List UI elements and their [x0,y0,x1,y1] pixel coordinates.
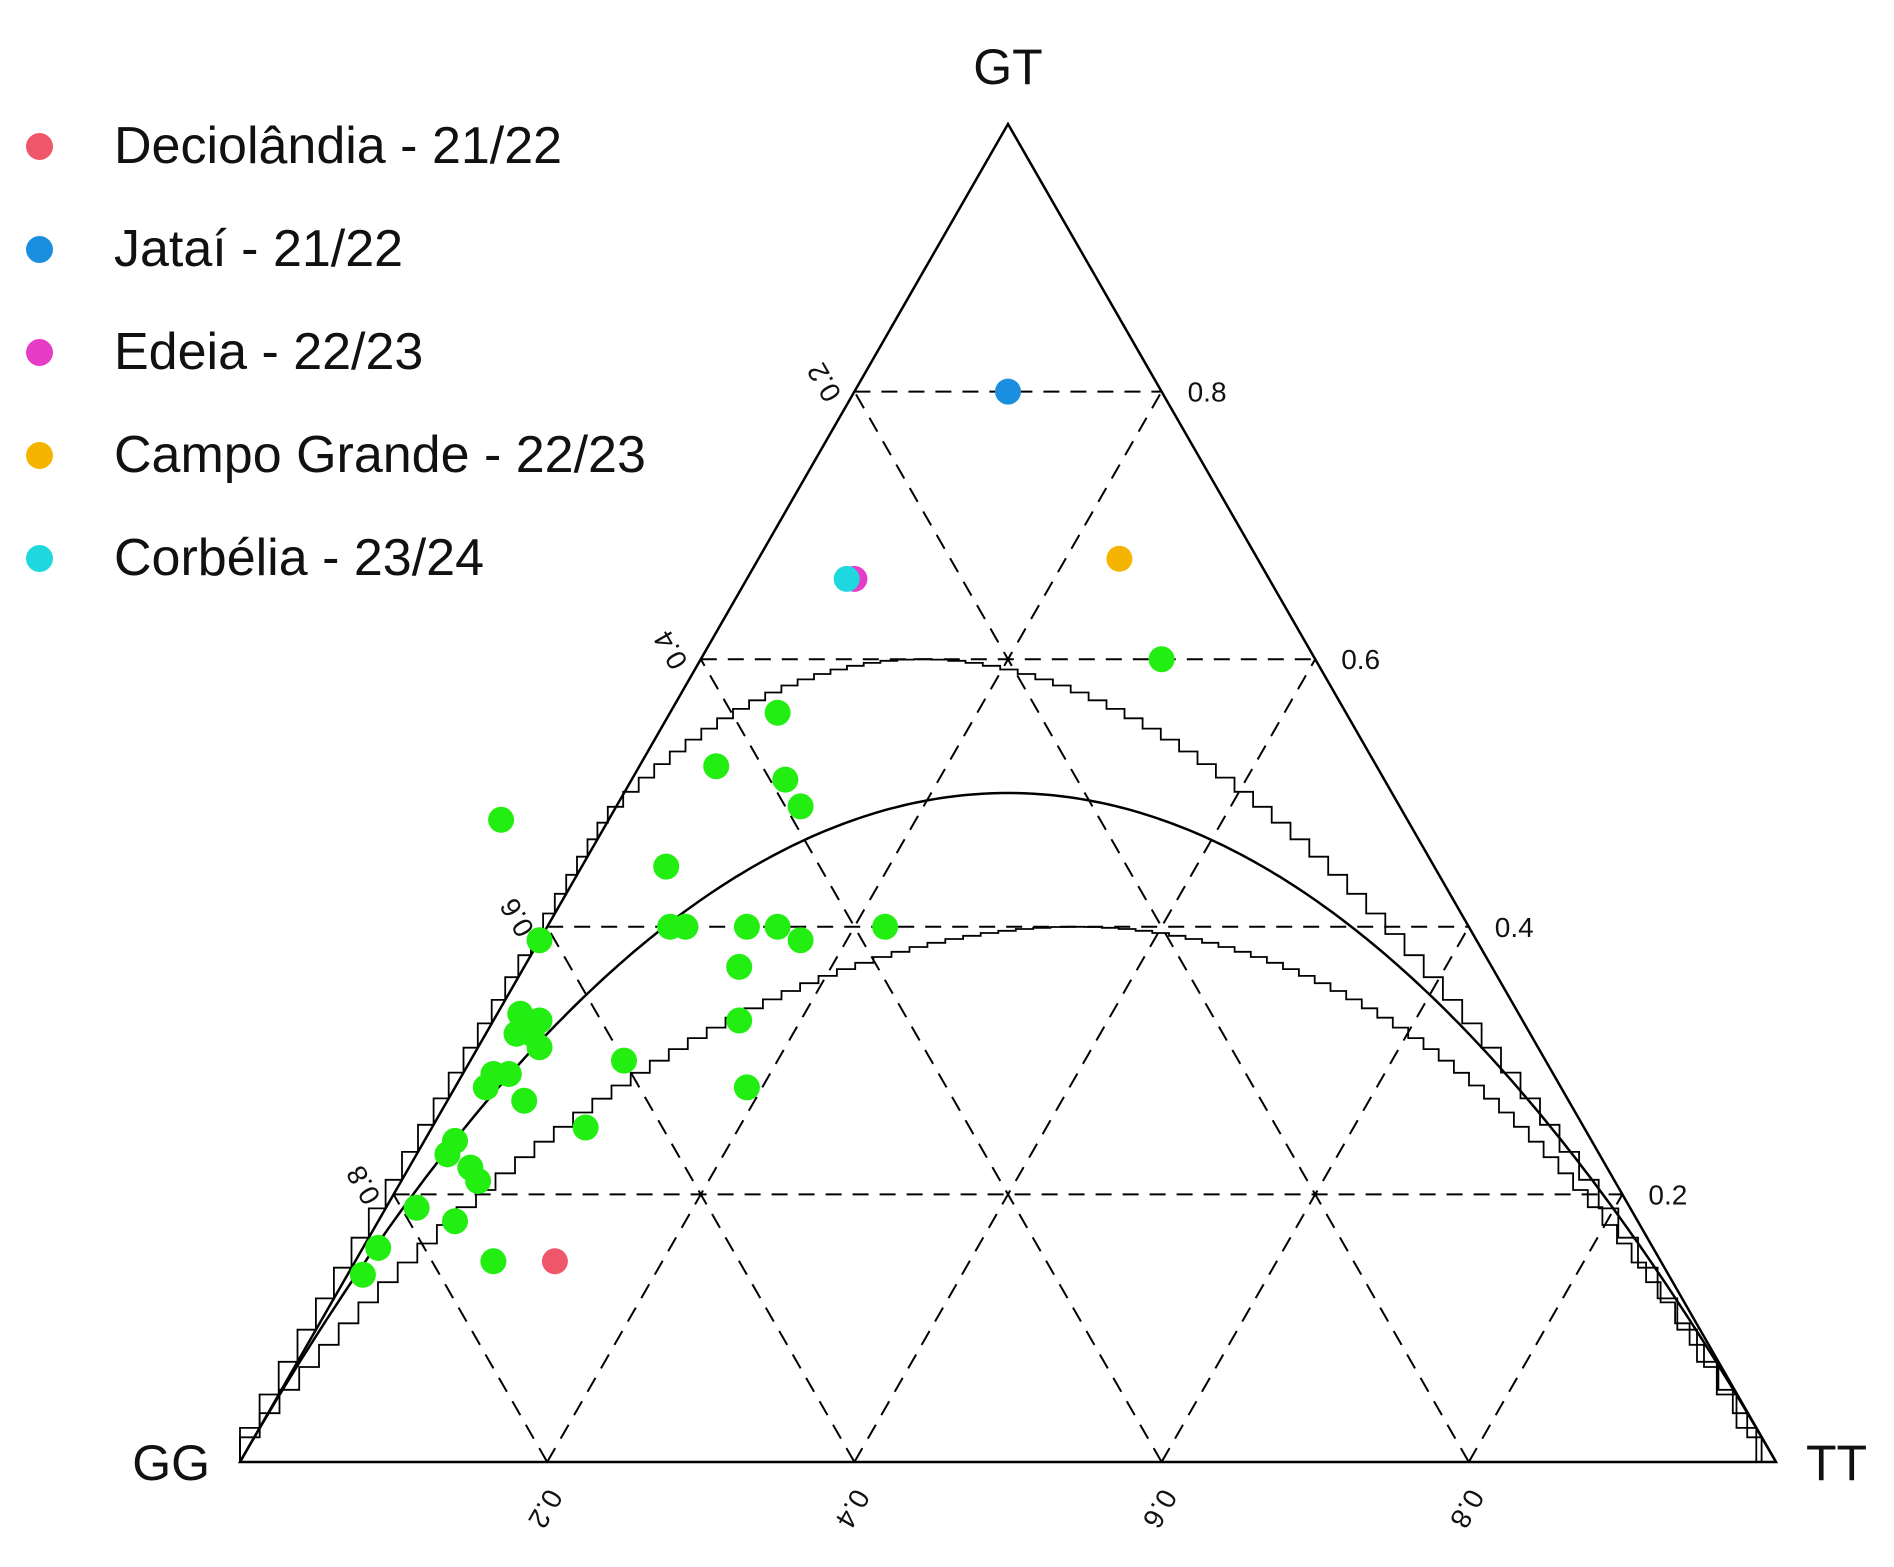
tick-label-gg: 0.2 [801,358,847,407]
data-point-unlabeled [472,1074,499,1101]
tick-label-gt: 0.4 [1495,912,1534,943]
tick-label-tt: 0.4 [829,1484,875,1533]
tick-label-tt: 0.2 [522,1484,568,1533]
tick-label-gt: 0.2 [1648,1179,1687,1210]
data-point-unlabeled [465,1168,492,1194]
grid-lines [392,390,1624,1463]
tick-label-tt: 0.6 [1137,1484,1183,1533]
grid-line-gg [853,391,1470,1463]
data-point-unlabeled [526,927,553,954]
data-point-corbélia [833,565,860,592]
data-point-unlabeled [703,753,730,780]
vertex-label-gg: GG [132,1435,210,1491]
legend-marker [26,545,53,572]
data-point-unlabeled [434,1141,461,1168]
vertex-label-tt: TT [1806,1435,1867,1491]
legend-marker [26,133,53,160]
grid-line-gg [392,1193,549,1463]
data-point-unlabeled [480,1248,507,1275]
data-point-jataí [995,378,1021,405]
tick-label-gg: 0.4 [647,625,693,674]
grid-line-gg [699,658,1163,1463]
legend-marker [26,236,53,263]
data-point-unlabeled [653,853,680,880]
data-point-unlabeled [442,1208,468,1235]
grid-line-tt [546,391,1163,1463]
hwe-curve [238,791,1778,1463]
data-point-unlabeled [1148,646,1175,673]
data-point-campo [1106,545,1133,572]
tick-label-tt: 0.8 [1444,1484,1490,1533]
data-point-unlabeled [349,1261,376,1288]
data-point-unlabeled [764,913,791,940]
legend-label: Campo Grande - 22/23 [114,426,646,484]
legend-label: Deciolândia - 21/22 [114,117,563,175]
data-point-unlabeled [764,699,791,726]
data-point-unlabeled [488,806,515,833]
vertex-labels: GT GG TT [132,39,1867,1491]
acceptance-region [239,658,1776,1463]
data-point-unlabeled [511,1087,538,1114]
legend-marker [26,442,53,469]
data-point-unlabeled [787,927,814,954]
data-point-unlabeled [787,793,814,820]
data-point-unlabeled [733,1074,760,1101]
data-point-unlabeled [495,1061,522,1087]
legend-label: Jataí - 21/22 [114,220,404,278]
data-point-unlabeled [772,766,799,793]
vertex-label-gt: GT [973,39,1042,95]
data-point-unlabeled [733,913,760,940]
data-point-unlabeled [726,1007,753,1034]
data-point-unlabeled [726,953,753,980]
legend-marker [26,339,53,366]
tick-label-gt: 0.8 [1188,377,1227,408]
data-points [349,378,1175,1288]
tick-label-gg: 0.8 [340,1161,386,1210]
data-point-unlabeled [503,1020,530,1047]
upper-acceptance-limit [239,658,1776,1463]
tick-label-gt: 0.6 [1341,644,1380,675]
grid-line-tt [853,658,1317,1463]
legend-label: Edeia - 22/23 [114,323,424,381]
data-point-deciolândia [541,1248,568,1275]
data-point-unlabeled [657,913,684,940]
data-point-unlabeled [526,1034,553,1061]
data-point-unlabeled [611,1047,637,1074]
data-point-unlabeled [365,1234,392,1261]
data-point-unlabeled [403,1194,430,1221]
hwe-parabola [238,791,1778,1463]
data-point-unlabeled [572,1114,599,1141]
grid-line-tt [1467,1193,1624,1463]
lower-acceptance-limit [239,925,1776,1463]
legend-label: Corbélia - 23/24 [114,529,484,587]
data-point-unlabeled [872,913,899,940]
grid-line-gg [546,926,856,1463]
